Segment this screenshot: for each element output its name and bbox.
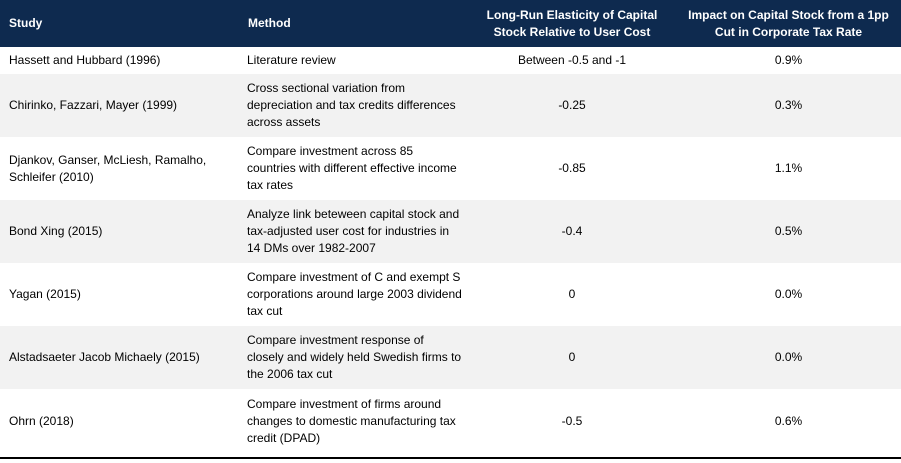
cell-method: Compare investment of C and exempt S cor… xyxy=(247,270,462,318)
header-impact: Impact on Capital Stock from a 1pp Cut i… xyxy=(688,7,889,39)
table-row: Bond Xing (2015) Analyze link beteween c… xyxy=(0,200,901,263)
cell-method: Compare investment across 85 countries w… xyxy=(247,144,457,192)
table-row: Chirinko, Fazzari, Mayer (1999) Cross se… xyxy=(0,74,901,137)
cell-study: Ohrn (2018) xyxy=(9,414,74,428)
cell-impact: 0.9% xyxy=(774,53,803,67)
cell-elasticity: Between -0.5 and -1 xyxy=(517,53,627,67)
cell-elasticity: 0 xyxy=(568,350,576,364)
cell-impact: 0.0% xyxy=(774,287,803,301)
cell-method: Literature review xyxy=(247,53,336,67)
table-row: Hassett and Hubbard (1996) Literature re… xyxy=(0,47,901,74)
cell-method: Cross sectional variation from depreciat… xyxy=(247,81,456,129)
table-bottom-rule xyxy=(0,457,901,459)
header-study: Study xyxy=(9,16,43,30)
cell-elasticity: 0 xyxy=(568,287,576,301)
header-row: Study Method Long-Run Elasticity of Capi… xyxy=(0,0,901,47)
cell-study: Alstadsaeter Jacob Michaely (2015) xyxy=(9,350,200,364)
table-row: Alstadsaeter Jacob Michaely (2015) Compa… xyxy=(0,326,901,389)
header-elasticity: Long-Run Elasticity of Capital Stock Rel… xyxy=(486,7,658,39)
cell-elasticity: -0.4 xyxy=(561,224,583,238)
cell-elasticity: -0.5 xyxy=(561,414,583,428)
table-body: Hassett and Hubbard (1996) Literature re… xyxy=(0,47,901,454)
cell-method: Compare investment of firms around chang… xyxy=(247,397,456,445)
cell-impact: 0.3% xyxy=(774,98,803,112)
cell-study: Chirinko, Fazzari, Mayer (1999) xyxy=(9,98,178,112)
table-row: Djankov, Ganser, McLiesh, Ramalho, Schle… xyxy=(0,137,901,200)
cell-study: Hassett and Hubbard (1996) xyxy=(9,53,161,67)
cell-study: Bond Xing (2015) xyxy=(9,224,103,238)
cell-impact: 0.5% xyxy=(774,224,803,238)
cell-elasticity: -0.85 xyxy=(558,161,586,175)
cell-impact: 0.6% xyxy=(774,414,803,428)
cell-impact: 0.0% xyxy=(774,350,803,364)
cell-study: Yagan (2015) xyxy=(9,287,81,301)
table-row: Yagan (2015) Compare investment of C and… xyxy=(0,263,901,326)
cell-method: Compare investment response of closely a… xyxy=(247,333,462,381)
cell-method: Analyze link beteween capital stock and … xyxy=(247,207,460,255)
header-method: Method xyxy=(248,16,291,30)
table-header: Study Method Long-Run Elasticity of Capi… xyxy=(0,0,901,47)
cell-impact: 1.1% xyxy=(774,161,803,175)
cell-study: Djankov, Ganser, McLiesh, Ramalho, Schle… xyxy=(9,152,207,184)
cell-elasticity: -0.25 xyxy=(558,98,586,112)
table-row: Ohrn (2018) Compare investment of firms … xyxy=(0,389,901,454)
